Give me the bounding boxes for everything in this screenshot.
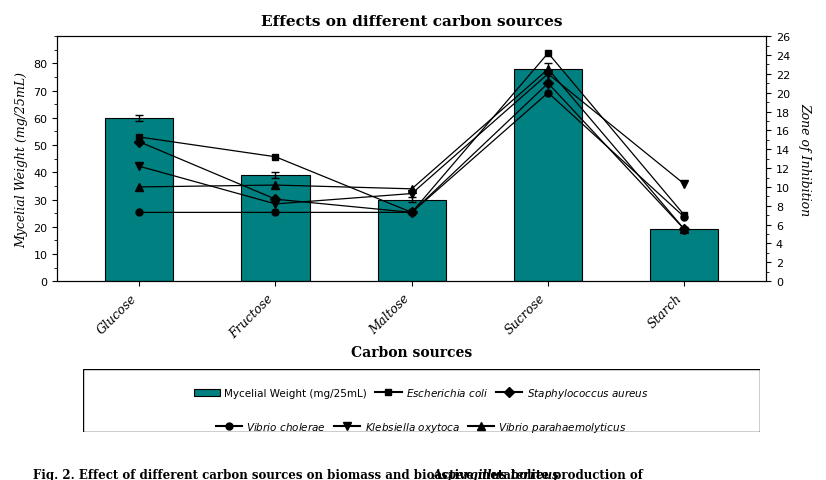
Bar — [241, 176, 310, 282]
Text: Fig. 2. Effect of different carbon sources on biomass and bioactive metabolite p: Fig. 2. Effect of different carbon sourc… — [33, 468, 647, 480]
Y-axis label: Zone of Inhibition: Zone of Inhibition — [798, 103, 811, 216]
Text: Aspergillus terreus: Aspergillus terreus — [433, 468, 559, 480]
FancyBboxPatch shape — [83, 370, 760, 432]
Title: Effects on different carbon sources: Effects on different carbon sources — [261, 15, 563, 29]
Bar — [650, 230, 719, 282]
Legend: $\it{Vibrio\ cholerae}$, $\it{Klebsiella\ oxytoca}$, $\it{Vibrio\ parahaemolytic: $\it{Vibrio\ cholerae}$, $\it{Klebsiella… — [211, 416, 631, 438]
Bar — [514, 70, 582, 282]
Bar — [377, 200, 446, 282]
Bar — [105, 119, 173, 282]
X-axis label: Carbon sources: Carbon sources — [351, 346, 472, 360]
Y-axis label: Mycelial Weight (mg/25mL): Mycelial Weight (mg/25mL) — [15, 72, 28, 247]
Legend: Mycelial Weight (mg/25mL), $\it{Escherichia\ coli}$, $\it{Staphylococcus\ aureus: Mycelial Weight (mg/25mL), $\it{Escheric… — [190, 382, 653, 404]
